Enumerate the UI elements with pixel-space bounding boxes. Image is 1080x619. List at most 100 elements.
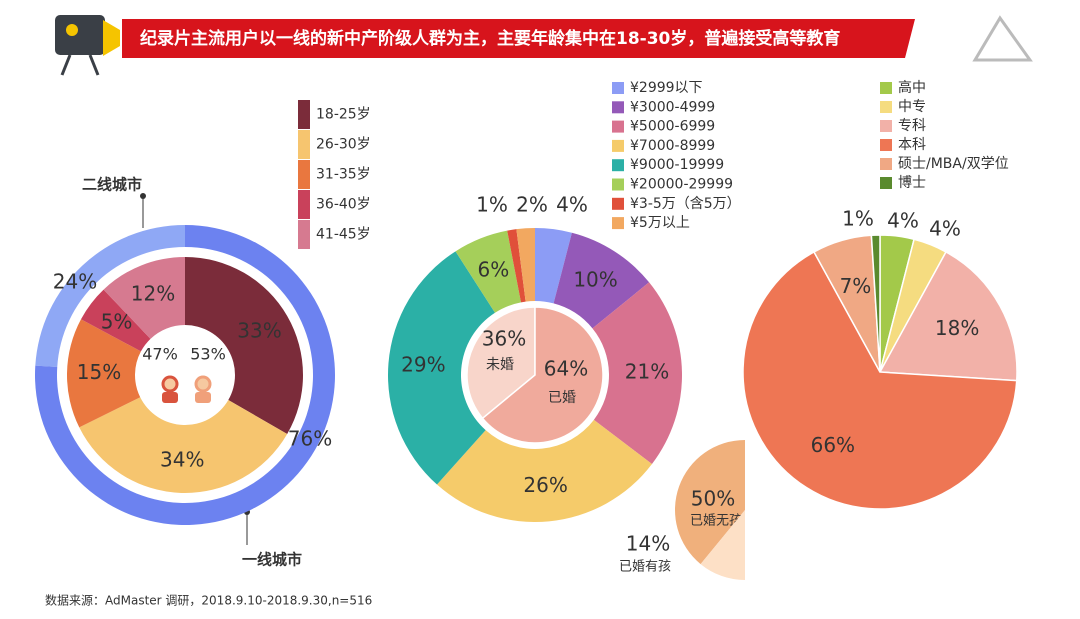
value-label: 7% bbox=[840, 274, 872, 298]
legend-swatch bbox=[298, 130, 310, 159]
value-label: 4% bbox=[556, 193, 588, 217]
logo bbox=[972, 15, 1033, 62]
value-label: 33% bbox=[237, 319, 281, 343]
category-label: 已婚有孩 bbox=[619, 560, 671, 575]
value-label: 6% bbox=[478, 258, 510, 282]
value-label: 64% bbox=[544, 357, 588, 381]
legend-label: ¥7000-8999 bbox=[630, 138, 715, 154]
legend-label: ¥5万以上 bbox=[630, 215, 690, 231]
legend-label: ¥5000-6999 bbox=[630, 119, 715, 135]
value-label: 24% bbox=[53, 270, 97, 294]
category-label: 一线城市 bbox=[242, 551, 302, 569]
value-label: 76% bbox=[288, 427, 332, 451]
icon-body bbox=[195, 392, 211, 403]
legend-swatch bbox=[298, 160, 310, 189]
legend-label: 高中 bbox=[898, 79, 926, 96]
gender-icon bbox=[161, 375, 179, 403]
board-icon bbox=[55, 15, 105, 55]
value-label: 1% bbox=[476, 193, 508, 217]
slice bbox=[66, 319, 141, 428]
slice bbox=[185, 257, 303, 434]
legend-swatch bbox=[298, 100, 310, 129]
legend-swatch bbox=[612, 217, 624, 230]
category-label: 已婚无孩 bbox=[690, 514, 742, 529]
value-label: 1% bbox=[842, 207, 874, 231]
legend-swatch bbox=[612, 82, 624, 94]
category-label: 二线城市 bbox=[82, 176, 142, 194]
value-label: 4% bbox=[929, 217, 961, 241]
legend-label: ¥3000-4999 bbox=[630, 99, 715, 115]
value-label: 2% bbox=[516, 193, 548, 217]
legend-swatch bbox=[880, 158, 892, 170]
legend-swatch bbox=[612, 120, 624, 133]
value-label: 66% bbox=[811, 433, 855, 457]
value-label: 18% bbox=[935, 316, 979, 340]
board-icon-dot bbox=[66, 24, 78, 36]
icon-head bbox=[194, 375, 212, 393]
legend-swatch bbox=[880, 82, 892, 94]
legend-label: 36-40岁 bbox=[316, 197, 371, 213]
legend-label: 41-45岁 bbox=[316, 227, 371, 243]
flag bbox=[103, 20, 120, 56]
value-label: 21% bbox=[625, 360, 669, 384]
slice bbox=[466, 306, 536, 420]
legend-label: ¥9000-19999 bbox=[630, 157, 724, 173]
slice bbox=[553, 232, 650, 329]
legend-swatch bbox=[298, 190, 310, 219]
value-label: 47% bbox=[142, 345, 178, 364]
category-label: 未婚 bbox=[486, 357, 514, 373]
slice bbox=[742, 250, 1018, 510]
value-label: 36% bbox=[482, 327, 526, 351]
category-label: 已婚 bbox=[548, 390, 576, 406]
slice bbox=[436, 419, 652, 522]
legend-swatch bbox=[612, 101, 624, 114]
value-label: 53% bbox=[190, 345, 226, 364]
legend-label: 专科 bbox=[898, 118, 926, 134]
legend-label: 中专 bbox=[898, 99, 926, 115]
legend-swatch bbox=[612, 178, 624, 191]
legend-swatch bbox=[298, 220, 310, 249]
value-label: 4% bbox=[887, 209, 919, 233]
slice bbox=[455, 230, 521, 313]
value-label: 50% bbox=[691, 487, 735, 511]
legend-label: 本科 bbox=[898, 137, 926, 153]
value-label: 14% bbox=[626, 532, 670, 556]
pie-border bbox=[463, 303, 607, 447]
title-banner bbox=[122, 19, 915, 58]
value-label: 10% bbox=[573, 267, 617, 291]
slice bbox=[592, 282, 682, 465]
legend-label: 硕士/MBA/双学位 bbox=[898, 156, 1009, 172]
legend-label: 18-25岁 bbox=[316, 107, 371, 123]
legend-label: ¥20000-29999 bbox=[630, 177, 733, 193]
legend-swatch bbox=[880, 101, 892, 113]
slice bbox=[870, 234, 881, 373]
slice bbox=[481, 306, 604, 444]
legend-swatch bbox=[880, 139, 892, 151]
value-label: 15% bbox=[77, 360, 121, 384]
legend-swatch bbox=[880, 120, 892, 132]
value-label: 34% bbox=[160, 447, 204, 471]
legend-label: 31-35岁 bbox=[316, 167, 371, 183]
header-title: 纪录片主流用户以一线的新中产阶级人群为主，主要年龄集中在18-30岁，普遍接受高… bbox=[140, 28, 840, 49]
slice bbox=[535, 228, 572, 304]
leader-dot bbox=[140, 193, 146, 199]
legend-label: 博士 bbox=[898, 174, 926, 191]
slice bbox=[80, 289, 151, 352]
legend-swatch bbox=[880, 177, 892, 189]
slice bbox=[103, 257, 185, 339]
value-label: 12% bbox=[131, 282, 175, 306]
legend-swatch bbox=[612, 139, 624, 152]
icon-body bbox=[162, 392, 178, 403]
legend-swatch bbox=[612, 197, 624, 210]
slice bbox=[387, 251, 495, 485]
value-label: 29% bbox=[401, 353, 445, 377]
legend-label: ¥3-5万（含5万） bbox=[630, 196, 741, 212]
slice bbox=[700, 510, 745, 580]
board-leg bbox=[88, 54, 100, 76]
legend-swatch bbox=[612, 159, 624, 172]
icon-head bbox=[161, 375, 179, 393]
slice bbox=[675, 440, 745, 565]
legend-label: 26-30岁 bbox=[316, 137, 371, 153]
gender-icon bbox=[194, 375, 212, 403]
